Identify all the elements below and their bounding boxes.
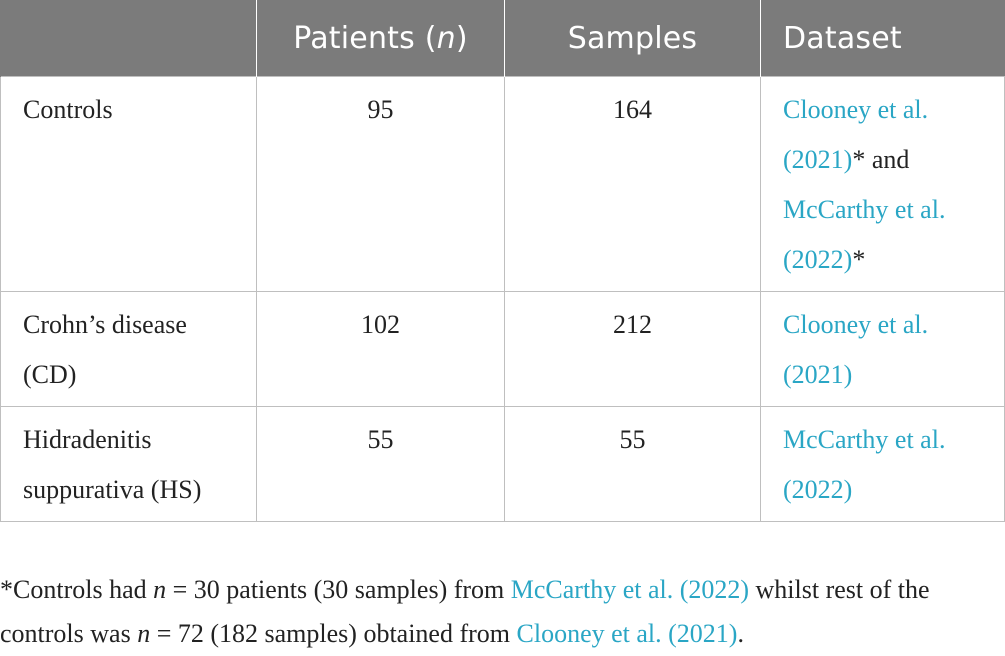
header-patients: Patients (n) xyxy=(256,0,505,77)
citation-link-mccarthy[interactable]: McCarthy et al. (2022) xyxy=(783,195,946,274)
header-dataset: Dataset xyxy=(760,0,1005,77)
table-header: Patients (n) Samples Dataset xyxy=(0,0,1005,77)
header-samples: Samples xyxy=(504,0,761,77)
header-row: Patients (n) Samples Dataset xyxy=(0,0,1005,77)
table-row-hs: Hidradenitis suppurativa (HS) 55 55 McCar… xyxy=(0,406,1005,522)
footnote-line-1: *Controls had n = 30 patients (30 sample… xyxy=(0,568,1005,612)
footnote-n: n xyxy=(137,619,151,648)
group-label-line1: Hidradenitis xyxy=(23,425,152,454)
cell-samples: 212 xyxy=(504,291,761,407)
header-patients-n: n xyxy=(436,20,456,56)
header-patients-close: ) xyxy=(455,20,468,56)
footnote-text: controls was xyxy=(0,619,138,648)
cell-group: Controls xyxy=(0,76,257,292)
footnote-text: = 30 patients (30 samples) from xyxy=(166,575,511,604)
footnote-link-mccarthy[interactable]: McCarthy et al. (2022) xyxy=(510,575,750,604)
footnote-line-2: controls was n = 72 (182 samples) obtain… xyxy=(0,612,1005,656)
cell-dataset: Clooney et al. (2021)* and McCarthy et a… xyxy=(760,76,1005,292)
group-label-line1: Crohn’s disease xyxy=(23,310,187,339)
group-label: Controls xyxy=(23,95,113,124)
footnote-link-clooney[interactable]: Clooney et al. (2021) xyxy=(516,619,738,648)
footnote-text: = 72 (182 samples) obtained from xyxy=(150,619,517,648)
cell-group: Crohn’s disease (CD) xyxy=(0,291,257,407)
cell-dataset: Clooney et al. (2021) xyxy=(760,291,1005,407)
dataset-text: * and xyxy=(852,145,910,174)
cell-samples: 55 xyxy=(504,406,761,522)
footnote-text: whilst rest of the xyxy=(749,575,930,604)
footnote-text: . xyxy=(737,619,744,648)
header-patients-text: Patients ( xyxy=(293,20,437,56)
cell-patients: 102 xyxy=(256,291,505,407)
cell-patients: 55 xyxy=(256,406,505,522)
group-label-line2: (CD) xyxy=(23,360,77,389)
group-label-line2: suppurativa (HS) xyxy=(23,475,202,504)
cell-dataset: McCarthy et al. (2022) xyxy=(760,406,1005,522)
citation-link-clooney[interactable]: Clooney et al. (2021) xyxy=(783,310,929,389)
cell-samples: 164 xyxy=(504,76,761,292)
citation-link-clooney[interactable]: Clooney et al. (2021) xyxy=(783,95,929,174)
cell-group: Hidradenitis suppurativa (HS) xyxy=(0,406,257,522)
footnote-text: *Controls had xyxy=(0,575,154,604)
table-footnote: *Controls had n = 30 patients (30 sample… xyxy=(0,568,1005,656)
dataset-asterisk: * xyxy=(852,245,866,274)
header-group xyxy=(0,0,257,77)
citation-link-mccarthy[interactable]: McCarthy et al. (2022) xyxy=(783,425,946,504)
data-table: Patients (n) Samples Dataset Controls 95… xyxy=(0,0,1005,522)
table-row-controls: Controls 95 164 Clooney et al. (2021)* a… xyxy=(0,76,1005,292)
table-row-cd: Crohn’s disease (CD) 102 212 Clooney et a… xyxy=(0,291,1005,407)
footnote-n: n xyxy=(153,575,167,604)
cell-patients: 95 xyxy=(256,76,505,292)
